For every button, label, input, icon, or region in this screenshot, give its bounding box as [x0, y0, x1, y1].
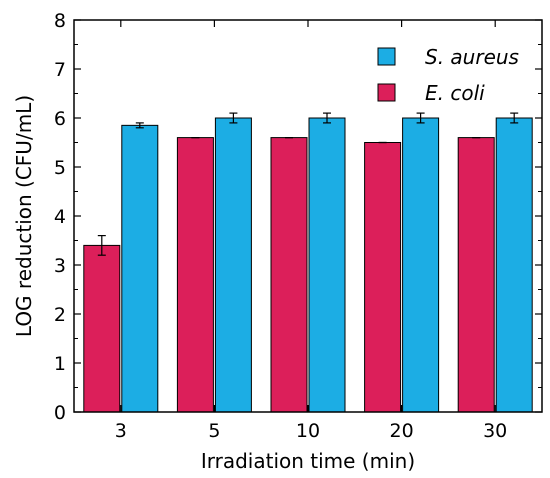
- bar-s-aureus-3: [121, 124, 159, 413]
- y-tick-label: 5: [54, 157, 66, 179]
- y-tick-label: 3: [54, 255, 66, 277]
- y-tick-label: 0: [54, 402, 66, 424]
- y-tick-label: 6: [54, 108, 66, 130]
- y-axis: 0 1 2 3 4 5 6 7 8: [54, 10, 542, 424]
- legend: S. aureus E. coli: [377, 45, 519, 105]
- bar-e-coli-3: [83, 244, 121, 413]
- legend-label-e-coli: E. coli: [425, 81, 485, 105]
- error-bar-s-aureus-10: [323, 112, 331, 124]
- bar-e-coli-10: [270, 137, 308, 413]
- bar-s-aureus-20: [402, 117, 440, 413]
- bar-e-coli-20: [364, 142, 402, 413]
- error-bar-s-aureus-3: [135, 122, 144, 129]
- x-tick-label: 10: [296, 420, 320, 442]
- x-axis-title: Irradiation time (min): [201, 449, 415, 473]
- y-tick-label: 8: [54, 10, 66, 32]
- bar-s-aureus-5: [214, 117, 252, 413]
- error-bars-layer: [97, 112, 519, 256]
- error-bar-s-aureus-5: [229, 112, 238, 124]
- y-tick-label: 2: [54, 304, 66, 326]
- legend-swatch-e-coli: [377, 83, 396, 102]
- bar-s-aureus-10: [308, 117, 346, 413]
- y-tick-label: 1: [54, 353, 66, 375]
- legend-swatch-s-aureus: [377, 47, 396, 66]
- bar-e-coli-30: [457, 137, 495, 413]
- x-tick-label: 5: [208, 420, 220, 442]
- error-bar-e-coli-3: [97, 235, 106, 256]
- x-axis: 3 5 10 20 30: [115, 20, 507, 442]
- y-tick-label: 7: [54, 59, 66, 81]
- legend-label-s-aureus: S. aureus: [425, 45, 519, 69]
- bar-e-coli-5: [176, 137, 214, 413]
- x-tick-label: 30: [483, 420, 507, 442]
- error-bar-s-aureus-30: [510, 112, 519, 124]
- bars-layer: [83, 117, 533, 413]
- bar-s-aureus-30: [495, 117, 533, 413]
- x-tick-label: 3: [115, 420, 127, 442]
- y-tick-label: 4: [54, 206, 66, 228]
- x-tick-label: 20: [390, 420, 414, 442]
- error-bar-s-aureus-20: [416, 112, 425, 124]
- y-axis-title: LOG reduction (CFU/mL): [12, 95, 36, 337]
